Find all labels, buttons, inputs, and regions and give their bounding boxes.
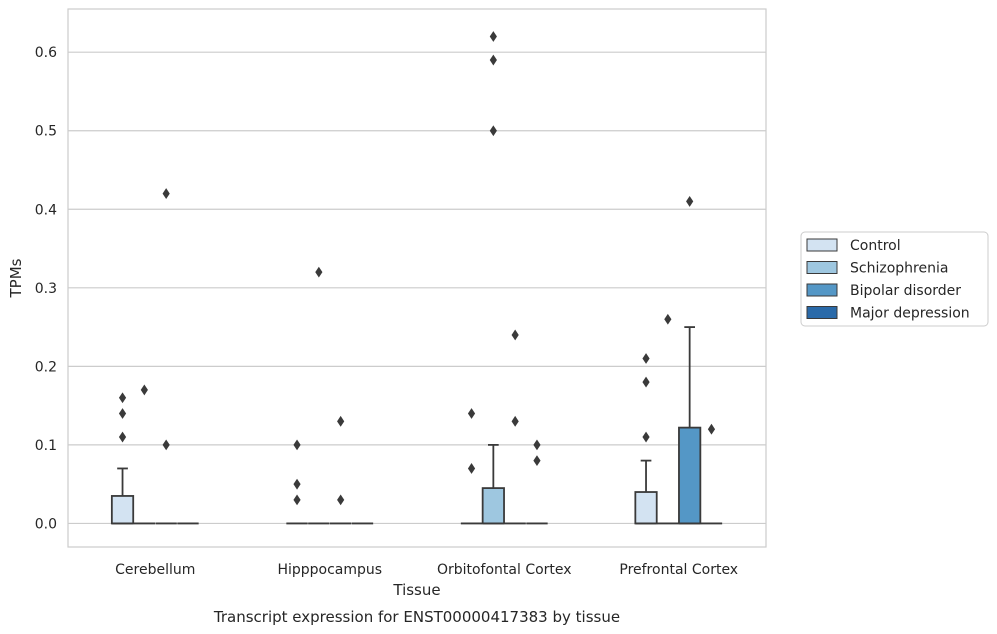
y-axis-label: TPMs — [7, 258, 25, 298]
y-tick-label: 0.6 — [35, 45, 57, 61]
outlier-point — [162, 439, 170, 451]
legend-label: Schizophrenia — [850, 261, 948, 277]
x-tick-label: Orbitofontal Cortex — [437, 562, 572, 578]
legend-swatch — [806, 238, 838, 252]
y-tick-label: 0.5 — [35, 124, 57, 140]
outlier-point — [140, 384, 148, 396]
y-tick-label: 0.2 — [35, 359, 57, 375]
outlier-point — [664, 313, 672, 325]
x-tick-label: Hipppocampus — [277, 562, 382, 578]
outlier-point — [642, 376, 650, 388]
box-rect — [110, 495, 135, 525]
legend-item: Schizophrenia — [806, 261, 948, 277]
box-schizophrenia — [481, 443, 505, 525]
y-tick-label: 0.3 — [35, 281, 57, 297]
boxes — [110, 326, 723, 525]
outlier-point — [337, 494, 345, 506]
outlier-point — [315, 266, 323, 278]
outlier-point — [467, 463, 476, 474]
outlier-point — [162, 188, 170, 199]
legend-label: Control — [850, 238, 901, 254]
y-tick-label: 0.4 — [35, 202, 57, 218]
outlier-point — [489, 125, 497, 137]
legend-item: Major depression — [806, 306, 970, 322]
outlier-point — [337, 415, 345, 427]
legend-label: Bipolar disorder — [850, 283, 961, 299]
legend-item: Control — [806, 238, 901, 254]
outlier-point — [293, 494, 301, 506]
box-control — [634, 459, 658, 525]
legend: Control Schizophrenia Bipolar disorder Majo… — [800, 231, 989, 327]
outlier-point — [642, 353, 650, 364]
box-control — [110, 467, 135, 525]
y-axis-ticks: 0.0 0.1 0.2 0.3 0.4 0.5 0.6 — [35, 45, 57, 532]
box-rect — [678, 426, 702, 525]
legend-label: Major depression — [850, 306, 970, 322]
outliers — [118, 31, 716, 506]
box-rect — [634, 491, 658, 525]
gridlines — [68, 51, 766, 525]
outlier-point — [118, 431, 127, 443]
plot-area-frame — [67, 8, 767, 548]
legend-swatch — [806, 261, 838, 274]
x-axis-ticks: Cerebellum Hipppocampus Orbitofontal Corte… — [115, 562, 738, 578]
outlier-point — [489, 54, 497, 66]
outlier-point — [511, 415, 519, 427]
outlier-point — [489, 31, 497, 42]
outlier-point — [467, 408, 476, 419]
legend-frame — [800, 231, 989, 327]
y-tick-label: 0.1 — [35, 438, 57, 454]
x-axis-label: Tissue — [392, 581, 440, 599]
outlier-point — [293, 478, 301, 490]
outlier-point — [707, 423, 716, 435]
outlier-point — [533, 439, 541, 451]
outlier-point — [511, 329, 519, 341]
outlier-point — [118, 392, 127, 404]
outlier-point — [293, 439, 301, 451]
outlier-point — [533, 455, 541, 467]
legend-swatch — [806, 283, 838, 297]
chart-caption: Transcript expression for ENST0000041738… — [213, 608, 620, 626]
legend-swatch — [806, 306, 838, 319]
x-tick-label: Cerebellum — [115, 562, 195, 578]
x-tick-label: Prefrontal Cortex — [619, 562, 738, 578]
y-tick-label: 0.0 — [35, 516, 57, 532]
box-rect — [481, 487, 505, 525]
outlier-point — [686, 196, 694, 207]
outlier-point — [642, 431, 650, 443]
outlier-point — [118, 408, 127, 419]
legend-item: Bipolar disorder — [806, 283, 961, 299]
box-bipolar-disorder — [678, 326, 702, 525]
